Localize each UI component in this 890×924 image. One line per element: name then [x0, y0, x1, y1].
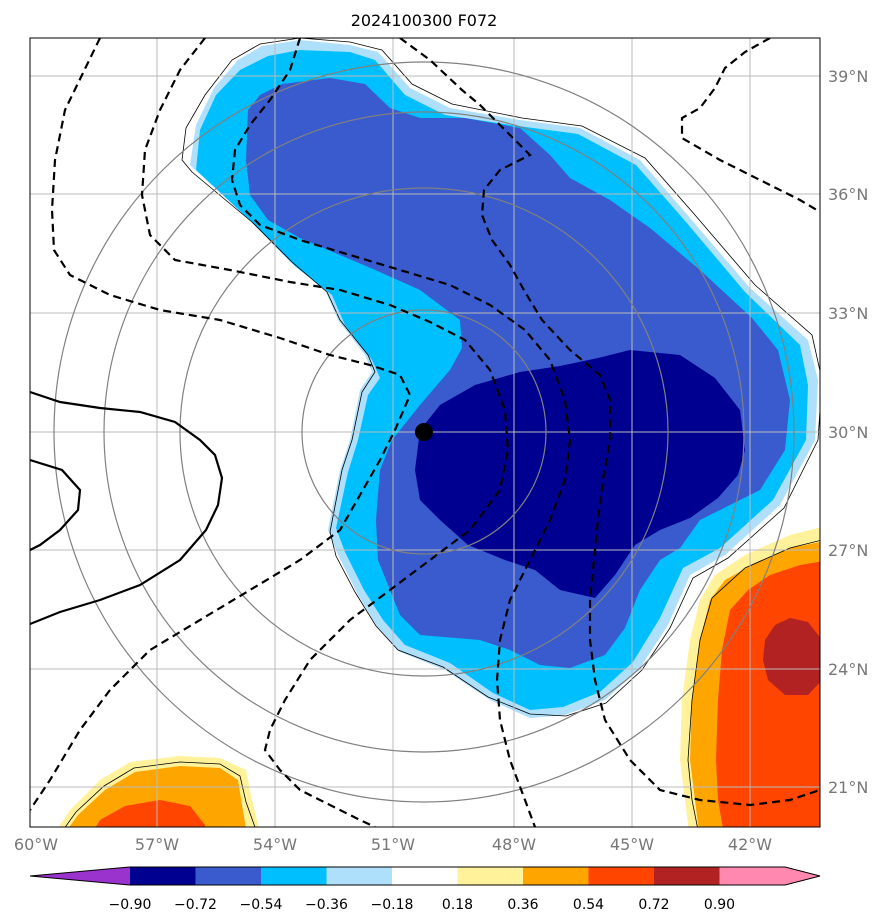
colorbar-tick-3: −0.54 — [240, 897, 283, 913]
colorbar-tick-10: 0.90 — [704, 897, 735, 913]
lat-labels: 39°N 36°N 33°N 30°N 27°N 24°N 21°N — [828, 67, 868, 797]
colorbar-outline — [29, 866, 821, 886]
colorbar-tick-5: −0.18 — [371, 897, 414, 913]
dashed-contour-5 — [680, 38, 820, 213]
lon-label-57w: 57°W — [135, 835, 179, 854]
lon-label-60w: 60°W — [14, 835, 58, 854]
colorbar-bin-9 — [654, 867, 720, 885]
colorbar-bin-1 — [130, 867, 196, 885]
lat-label-33n: 33°N — [828, 304, 868, 323]
colorbar-tick-7: 0.36 — [507, 897, 538, 913]
colorbar-bin-3 — [261, 867, 327, 885]
colorbar-extend-low — [30, 867, 130, 885]
lon-label-42w: 42°W — [728, 835, 772, 854]
anomaly-outline — [181, 38, 820, 717]
range-ring-2 — [179, 187, 669, 677]
colorbar-bin-2 — [195, 867, 261, 885]
shade-p090-east — [763, 618, 820, 695]
colorbar-tick-2: −0.72 — [174, 897, 217, 913]
dashed-contour-3 — [230, 38, 572, 827]
negative-anomaly-field — [190, 40, 818, 718]
colorbar-tick-8: 0.54 — [573, 897, 604, 913]
colorbar-extend-high — [719, 867, 820, 885]
shade-n090 — [415, 350, 745, 598]
dashed-contours — [30, 38, 820, 827]
colorbar-tick-1: −0.90 — [109, 897, 152, 913]
lon-label-51w: 51°W — [371, 835, 415, 854]
shade-p072-sw — [95, 800, 206, 827]
colorbar-bin-7 — [523, 867, 589, 885]
map-area — [30, 38, 820, 827]
anomaly-outline-sw — [64, 761, 256, 827]
range-ring-1 — [301, 309, 547, 555]
solid-contour-2 — [30, 458, 82, 551]
colorbar: −0.90 −0.72 −0.54 −0.36 −0.18 0.18 0.36 … — [29, 866, 821, 913]
positive-anomaly-southwest — [58, 756, 259, 827]
lat-label-30n: 30°N — [828, 423, 868, 442]
figure-title: 2024100300 F072 — [351, 11, 498, 30]
lat-label-21n: 21°N — [828, 778, 868, 797]
lat-label-24n: 24°N — [828, 660, 868, 679]
solid-contour-1 — [30, 390, 224, 626]
lat-label-39n: 39°N — [828, 67, 868, 86]
colorbar-bin-4 — [326, 867, 392, 885]
solid-contours — [30, 390, 224, 626]
range-ring-4 — [53, 61, 795, 803]
colorbar-bin-8 — [588, 867, 654, 885]
colorbar-bin-6 — [457, 867, 523, 885]
gridlines — [30, 38, 820, 827]
lat-label-27n: 27°N — [828, 541, 868, 560]
range-ring-3 — [103, 111, 745, 753]
dashed-contour-1 — [30, 38, 412, 811]
lon-label-48w: 48°W — [492, 835, 536, 854]
lat-label-36n: 36°N — [828, 185, 868, 204]
colorbar-tick-4: −0.36 — [305, 897, 348, 913]
positive-anomaly-east — [680, 527, 820, 827]
lon-label-54w: 54°W — [253, 835, 297, 854]
lon-labels: 60°W 57°W 54°W 51°W 48°W 45°W 42°W — [14, 835, 772, 854]
shade-p054-sw — [69, 766, 246, 827]
colorbar-tick-6: 0.18 — [442, 897, 473, 913]
lon-label-45w: 45°W — [610, 835, 654, 854]
storm-center-marker — [415, 423, 433, 441]
colorbar-bin-5 — [392, 867, 458, 885]
dashed-contour-4 — [399, 38, 820, 807]
dashed-contour-2 — [140, 38, 510, 827]
colorbar-tick-9: 0.72 — [638, 897, 669, 913]
range-rings — [53, 61, 795, 803]
map-frame — [29, 37, 821, 828]
